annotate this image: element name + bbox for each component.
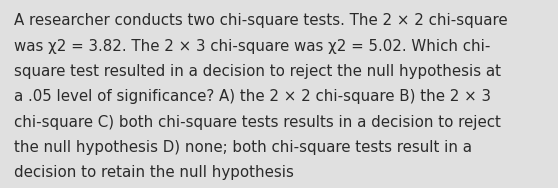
Text: a .05 level of significance? A) the 2 × 2 chi-square B) the 2 × 3: a .05 level of significance? A) the 2 × …	[14, 89, 491, 104]
Text: chi-square C) both chi-square tests results in a decision to reject: chi-square C) both chi-square tests resu…	[14, 115, 501, 130]
Text: the null hypothesis D) none; both chi-square tests result in a: the null hypothesis D) none; both chi-sq…	[14, 140, 472, 155]
Text: A researcher conducts two chi-square tests. The 2 × 2 chi-square: A researcher conducts two chi-square tes…	[14, 13, 508, 28]
Text: was χ2 = 3.82. The 2 × 3 chi-square was χ2 = 5.02. Which chi-: was χ2 = 3.82. The 2 × 3 chi-square was …	[14, 39, 490, 54]
Text: square test resulted in a decision to reject the null hypothesis at: square test resulted in a decision to re…	[14, 64, 501, 79]
Text: decision to retain the null hypothesis: decision to retain the null hypothesis	[14, 165, 294, 180]
